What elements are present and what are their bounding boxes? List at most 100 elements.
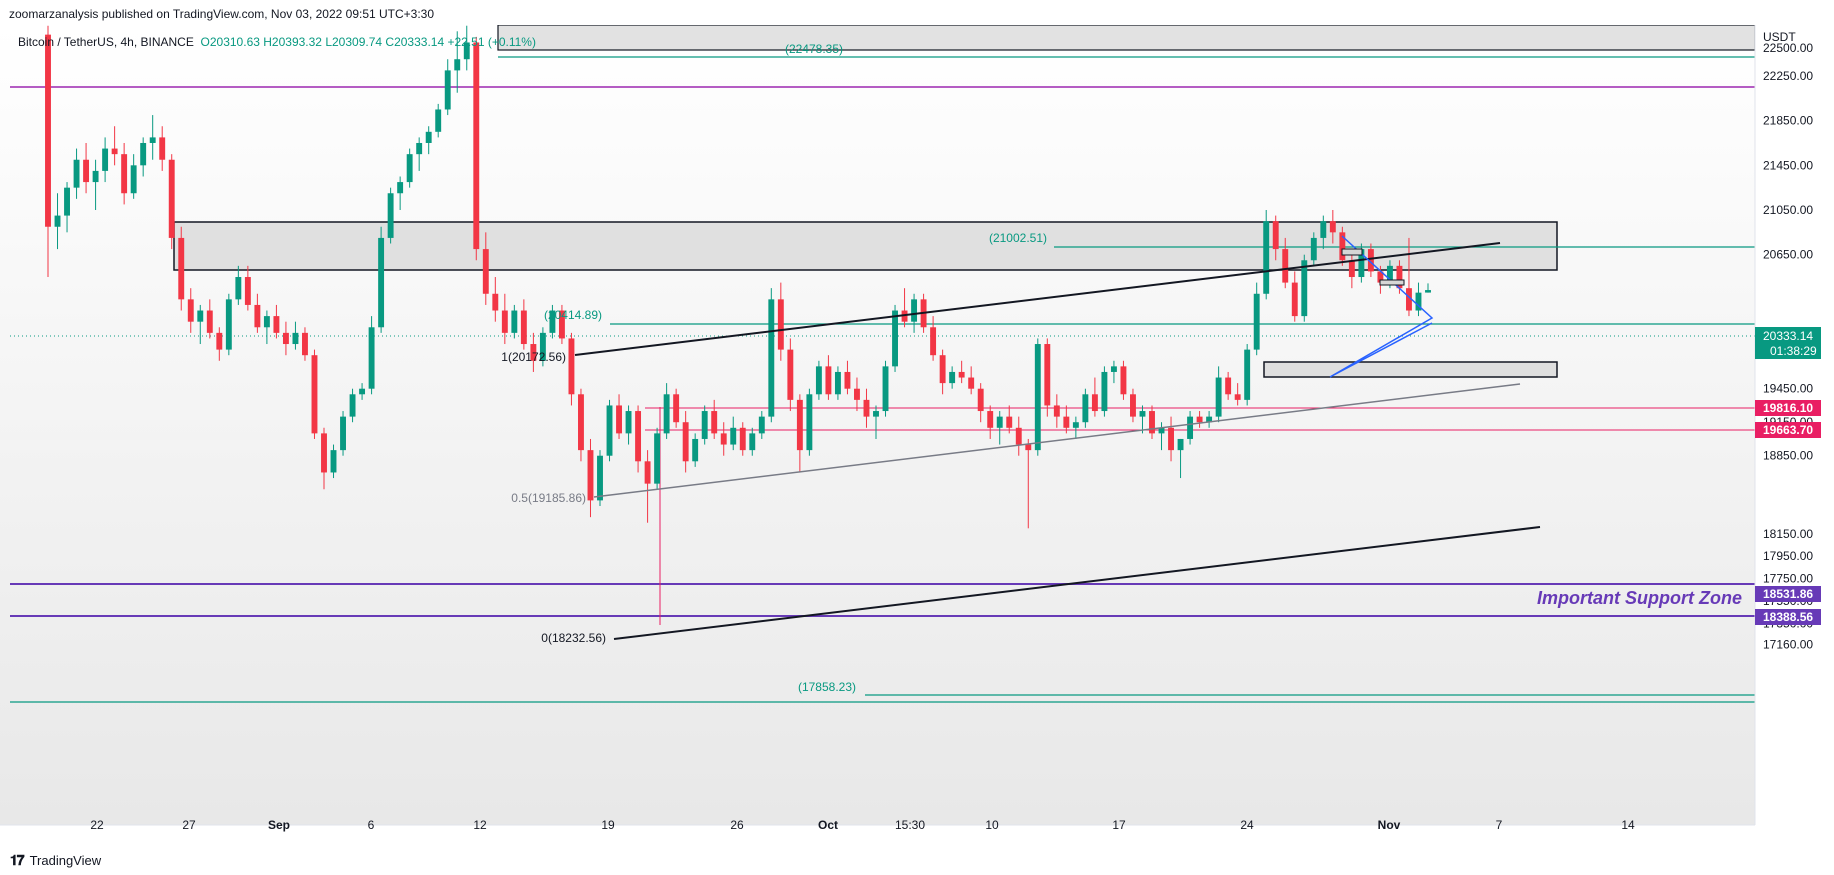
candle-body: [83, 159, 90, 183]
label-20414: (20414.89): [544, 308, 602, 322]
candle-body: [378, 237, 385, 328]
price-tick: 21450.00: [1763, 158, 1813, 172]
fib-label-1: 1(20172.56): [501, 350, 566, 364]
candle-body: [1253, 293, 1260, 350]
candle-body: [178, 237, 185, 300]
candle-body: [882, 366, 889, 412]
top-supply-zone: [497, 25, 1756, 51]
support-zone-annotation: Important Support Zone: [1537, 588, 1742, 608]
candle-body: [254, 304, 261, 328]
candle-body: [673, 394, 680, 423]
triangle-pattern: [1329, 235, 1434, 378]
time-tick: Nov: [1378, 818, 1401, 832]
candle-body: [1320, 221, 1327, 238]
time-tick: 14: [1621, 818, 1635, 832]
candle-body: [1329, 221, 1336, 233]
time-tick: 26: [730, 818, 744, 832]
candle-body: [587, 450, 594, 501]
candle-body: [187, 299, 194, 322]
candle-body: [1225, 377, 1232, 395]
axis-currency: USDT: [1763, 30, 1796, 44]
zones-layer: [173, 25, 1756, 378]
candle-body: [45, 34, 51, 227]
labels-layer: (22478.35) (21002.51) (20414.89) (17858.23)…: [501, 42, 1742, 694]
candle-body: [1063, 416, 1070, 428]
mini-box-1: [1341, 248, 1363, 256]
candle-body: [444, 70, 451, 110]
ohlc-close: C20333.14: [385, 35, 445, 49]
tradingview-brand[interactable]: 𝟏𝟕 TradingView: [10, 852, 101, 869]
tradingview-logo-icon: 𝟏𝟕: [10, 852, 25, 868]
candle-body: [930, 327, 937, 356]
candle-body: [758, 416, 765, 434]
candle-body: [654, 433, 661, 484]
candle-body: [825, 366, 832, 395]
candle-body: [292, 332, 299, 345]
time-tick: 6: [368, 818, 375, 832]
candle-body: [1244, 349, 1251, 400]
time-tick: 15:30: [895, 818, 925, 832]
candle-body: [730, 427, 737, 445]
candle-body: [1386, 265, 1393, 283]
candle-body: [787, 349, 794, 400]
candle-body: [1006, 416, 1013, 428]
candle-body: [739, 427, 746, 451]
candle-body: [625, 411, 632, 434]
fib-label-0: 0(18232.56): [541, 631, 606, 645]
candle-body: [949, 371, 956, 384]
candle-body: [768, 299, 775, 417]
candle-body: [492, 293, 499, 311]
candle-body: [663, 394, 670, 434]
candle-body: [482, 249, 489, 294]
candle-body: [777, 299, 784, 350]
chart-background: [0, 25, 1755, 825]
rising-resistance-line: [574, 242, 1501, 356]
label-17858: (17858.23): [798, 680, 856, 694]
candle-body: [1282, 249, 1289, 283]
candle-body: [435, 109, 442, 132]
candle-body: [1149, 411, 1155, 434]
mini-box-2: [1379, 279, 1405, 286]
candle-body: [911, 299, 918, 322]
candle-body: [1310, 237, 1317, 261]
price-tick: 21850.00: [1763, 114, 1813, 128]
candle-body: [597, 455, 603, 501]
candles-layer: [45, 25, 1431, 529]
candle-body: [635, 411, 642, 462]
time-tick: 10: [985, 818, 999, 832]
level-tag-value: 18388.56: [1763, 610, 1813, 624]
level-tag: [1755, 400, 1821, 416]
current-price-value: 20333.14: [1763, 329, 1813, 343]
candle-body: [1187, 416, 1194, 439]
resistance-zone: [173, 221, 1558, 271]
candle-body: [815, 366, 822, 395]
candle-body: [282, 332, 289, 345]
price-chart[interactable]: (22478.35) (21002.51) (20414.89) (17858.23)…: [0, 25, 1834, 850]
candle-body: [501, 310, 508, 333]
candle-body: [1177, 438, 1184, 451]
lines-layer: [10, 56, 1755, 703]
candle-body: [273, 316, 280, 333]
candle-body: [130, 165, 137, 194]
level-tag: [1755, 609, 1821, 625]
candle-body: [463, 42, 470, 60]
candle-body: [149, 137, 156, 143]
price-tick: 20650.00: [1763, 248, 1813, 262]
level-tag-value: 19816.10: [1763, 401, 1813, 415]
candle-body: [1168, 427, 1174, 451]
candle-body: [73, 159, 80, 188]
candle-body: [1015, 427, 1022, 445]
candle-body: [616, 405, 622, 434]
time-axis[interactable]: 22 27 Sep 6 12 19 26 Oct 15:30 10 17 24 Nov 7 14: [0, 818, 1834, 850]
chart-frame[interactable]: (22478.35) (21002.51) (20414.89) (17858.23)…: [0, 25, 1834, 850]
candle-body: [368, 327, 375, 389]
candle-body: [1044, 344, 1051, 406]
candle-body: [644, 461, 651, 484]
candle-body: [558, 310, 565, 339]
ohlc-open: O20310.63: [200, 35, 260, 49]
time-tick: 19: [601, 818, 615, 832]
candle-body: [549, 310, 556, 333]
candle-body: [54, 215, 61, 227]
candle-body: [834, 371, 841, 395]
